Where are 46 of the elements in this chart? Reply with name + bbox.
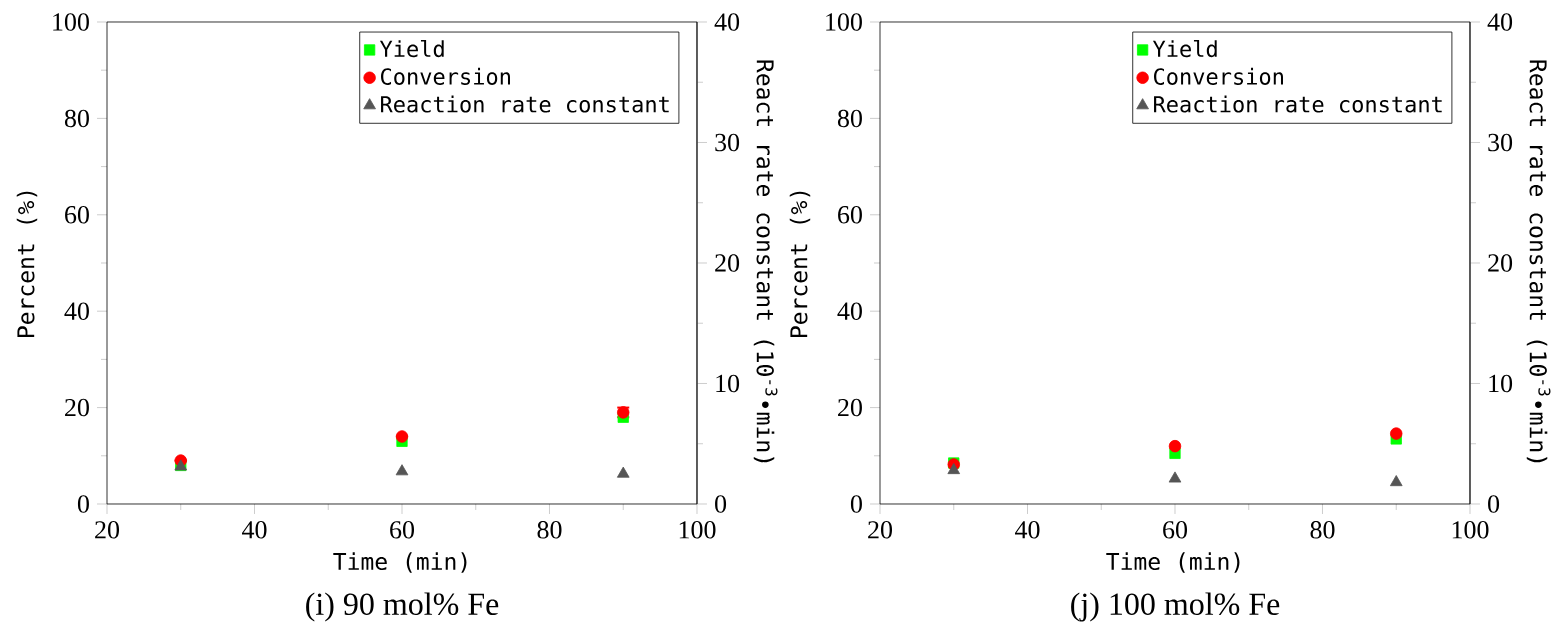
y2-tick-label: 10	[1489, 374, 1513, 393]
text: (j) 100 mol% Fe	[1071, 592, 1280, 622]
y-tick-label: 20	[65, 398, 89, 417]
x-tick-label: 80	[537, 521, 562, 539]
x-axis-title: Time (min)	[1106, 552, 1240, 573]
y2-tick-label: 0	[1488, 495, 1500, 513]
y-tick-label: 60	[838, 206, 862, 224]
text: (i) 90 mol% Fe	[306, 592, 499, 622]
x-tick-label: 20	[868, 521, 893, 539]
y2-tick-label: 40	[714, 13, 740, 31]
y2-tick-label: 20	[1488, 254, 1513, 272]
y2-tick-label: 30	[715, 133, 740, 152]
x-tick-label: 60	[1163, 521, 1188, 539]
x-tick-label: 60	[390, 521, 415, 539]
y2-tick-label: 0	[715, 495, 727, 513]
y-tick-label: 60	[65, 206, 89, 224]
y-tick-label: 0	[77, 495, 89, 513]
x-tick-label: 100	[1452, 521, 1489, 539]
y2-axis-title: React rate constant (10$^{-3}$•min)	[753, 60, 778, 463]
legend-label: Yield	[379, 40, 444, 58]
y2-tick-label: 30	[1488, 133, 1513, 152]
legend-label: Reaction rate constant	[381, 95, 669, 113]
y2-tick-label: 40	[1487, 13, 1513, 31]
y-tick-label: 40	[837, 302, 862, 320]
y-axis-title: Percent (%)	[16, 191, 38, 337]
y-tick-label: 20	[838, 398, 862, 417]
legend-label: Yield	[1152, 40, 1217, 58]
x-tick-label: 20	[95, 521, 120, 539]
x-tick-label: 100	[679, 521, 716, 539]
y-tick-label: 80	[64, 109, 89, 128]
legend-label: Reaction rate constant	[1154, 95, 1442, 113]
x-axis-title: Time (min)	[333, 552, 467, 573]
y2-tick-label: 20	[715, 254, 740, 272]
y-tick-label: 0	[850, 495, 862, 513]
x-tick-label: 40	[1015, 521, 1040, 539]
y-axis-title: Percent (%)	[789, 191, 811, 337]
y2-tick-label: 10	[716, 374, 740, 393]
y2-axis-title: React rate constant (10$^{-3}$•min)	[1526, 60, 1551, 463]
y-tick-label: 100	[826, 13, 862, 31]
y-tick-label: 40	[64, 302, 89, 320]
y-tick-label: 100	[53, 13, 89, 31]
legend-label: Conversion	[1154, 67, 1283, 85]
x-tick-label: 40	[242, 521, 267, 539]
legend-label: Conversion	[381, 67, 510, 85]
y-tick-label: 80	[837, 109, 862, 128]
x-tick-label: 80	[1310, 521, 1335, 539]
